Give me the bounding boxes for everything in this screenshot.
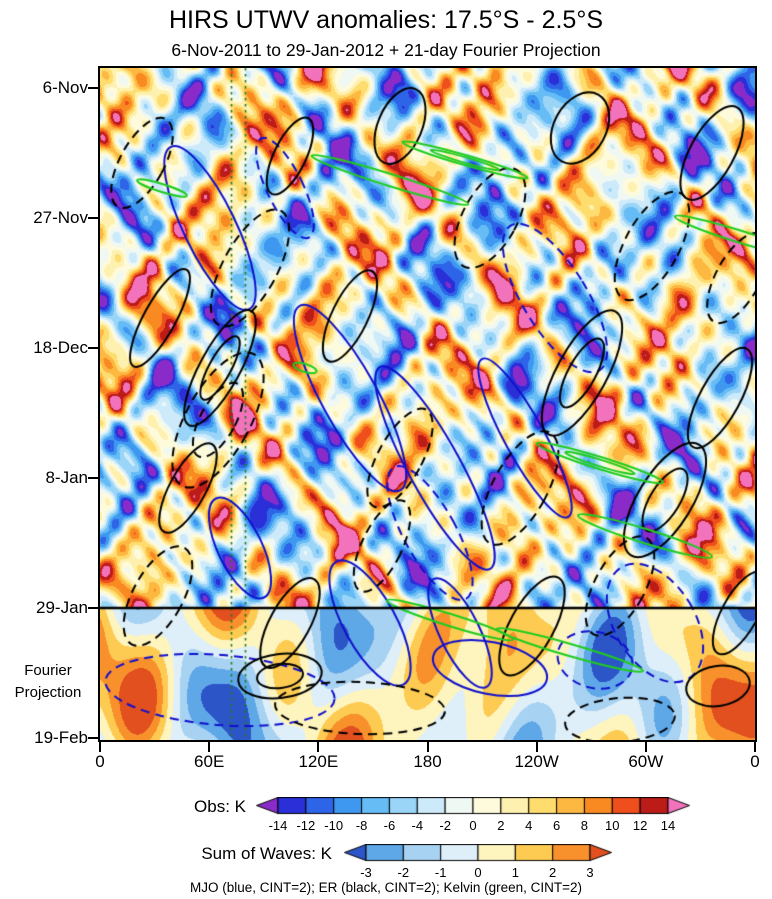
obs-colorbar-tick-label: 0	[469, 818, 477, 833]
legend-caption: MJO (blue, CINT=2); ER (black, CINT=2); …	[190, 880, 582, 895]
obs-colorbar-tick-label: 4	[525, 818, 533, 833]
y-axis-tick-mark	[88, 347, 98, 349]
y-axis-tick-mark	[88, 87, 98, 89]
chart-title: HIRS UTWV anomalies: 17.5°S - 2.5°S	[168, 6, 604, 34]
x-axis-tick-mark	[208, 742, 211, 752]
obs-colorbar-tick-label: 2	[497, 818, 505, 833]
waves-colorbar-tick-label: -2	[397, 865, 410, 880]
waves-colorbar-tick-label: 0	[474, 865, 482, 880]
chart-subtitle: 6-Nov-2011 to 29-Jan-2012 + 21-day Fouri…	[171, 40, 601, 60]
hovmoller-field-canvas	[100, 68, 755, 740]
obs-colorbar-tick-label: -6	[383, 818, 396, 833]
obs-colorbar-tick-label: 12	[632, 818, 648, 833]
waves-colorbar-tick-label: 3	[586, 865, 594, 880]
y-axis-tick-label: 19-Feb	[34, 728, 88, 747]
fourier-label-line1: Fourier	[24, 662, 72, 679]
y-axis-tick-label: 18-Dec	[33, 338, 88, 357]
y-axis-tick-mark	[88, 217, 98, 219]
y-axis-tick-mark	[88, 607, 98, 609]
fourier-projection-label: Fourier Projection	[0, 660, 96, 704]
obs-colorbar-tick-label: -12	[296, 818, 316, 833]
x-axis-tick-label: 60W	[628, 752, 664, 771]
x-axis-tick-mark	[754, 742, 756, 752]
y-axis-tick-label: 8-Jan	[45, 468, 88, 487]
waves-colorbar-tick-label: -1	[434, 865, 447, 880]
waves-colorbar-tick-label: 2	[549, 865, 557, 880]
waves-colorbar-tick-label: 1	[511, 865, 519, 880]
x-axis-tick-label: 0	[95, 752, 105, 771]
obs-colorbar-tick-label: 10	[605, 818, 620, 833]
y-axis-tick-label: 6-Nov	[42, 78, 88, 97]
x-axis-tick-label: 60E	[194, 752, 225, 771]
x-axis-tick-mark	[535, 742, 538, 752]
fourier-label-line2: Projection	[14, 684, 82, 701]
x-axis-tick-mark	[317, 742, 320, 752]
waves-colorbar-tick-label: -3	[360, 865, 372, 880]
x-axis-tick-label: 120W	[514, 752, 559, 771]
waves-colorbar	[344, 844, 612, 863]
obs-colorbar-tick-label: 6	[552, 818, 561, 833]
obs-colorbar-tick-label: -10	[324, 818, 344, 833]
y-axis-tick-mark	[88, 737, 98, 739]
x-axis-tick-label: 180	[413, 752, 442, 771]
obs-colorbar	[256, 797, 690, 816]
x-axis-tick-mark	[426, 742, 429, 752]
obs-colorbar-tick-label: -2	[439, 818, 451, 833]
obs-colorbar-label: Obs: K	[194, 797, 246, 816]
x-axis-tick-mark	[644, 742, 647, 752]
obs-colorbar-tick-label: -8	[355, 818, 368, 833]
obs-colorbar-tick-label: 14	[660, 818, 676, 833]
x-axis-tick-label: 0	[750, 752, 760, 771]
obs-colorbar-tick-label: -14	[268, 818, 288, 833]
x-axis-tick-mark	[99, 742, 101, 752]
x-axis-tick-label: 120E	[298, 752, 339, 771]
obs-colorbar-tick-label: -4	[411, 818, 424, 833]
obs-colorbar-tick-label: 8	[580, 818, 589, 833]
y-axis-tick-label: 29-Jan	[36, 598, 88, 617]
waves-colorbar-label: Sum of Waves: K	[201, 844, 332, 863]
y-axis-tick-mark	[88, 477, 98, 479]
y-axis-tick-label: 27-Nov	[33, 208, 88, 227]
